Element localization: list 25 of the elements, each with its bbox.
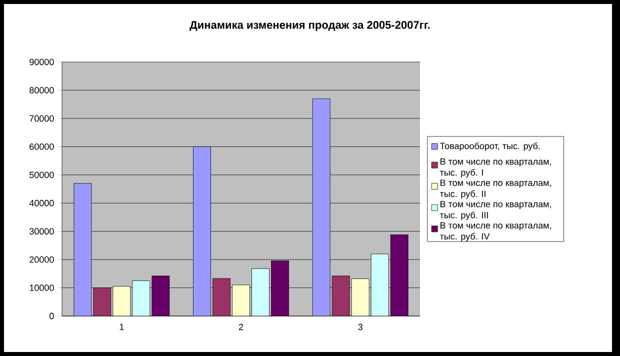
- y-tick-label: 20000: [30, 256, 54, 263]
- y-tick-label: 0: [50, 312, 54, 320]
- x-tick-label: 1: [120, 324, 124, 330]
- bar: [74, 183, 92, 316]
- y-tick-label: 50000: [30, 172, 54, 178]
- legend-label: В том числе по кварталам, тыс. руб. III: [440, 200, 551, 220]
- bar: [332, 276, 350, 316]
- chart-title: Динамика изменения продаж за 2005-2007гг.: [190, 21, 430, 31]
- bar: [193, 146, 211, 316]
- y-tick-label: 70000: [30, 115, 54, 122]
- y-tick-label: 60000: [30, 143, 54, 150]
- y-tick-label: 30000: [30, 228, 54, 235]
- legend-label: Товарооборот, тыс. руб.: [440, 142, 540, 151]
- legend-label: В том числе по кварталам, тыс. руб. IV: [440, 222, 551, 242]
- y-tick-label: 40000: [29, 200, 54, 206]
- bar: [212, 278, 230, 316]
- bar: [93, 288, 112, 316]
- y-tick-label: 80000: [30, 87, 54, 94]
- y-tick-label: 10000: [30, 284, 54, 291]
- bar: [312, 98, 330, 316]
- legend-label: В том числе по кварталам, тыс. руб. II: [440, 180, 551, 199]
- legend-label: В том числе по кварталам, тыс. руб. I: [440, 158, 551, 178]
- x-tick-label: 2: [238, 324, 244, 330]
- x-tick-label: 3: [358, 324, 362, 330]
- y-tick-label: 90000: [30, 58, 54, 66]
